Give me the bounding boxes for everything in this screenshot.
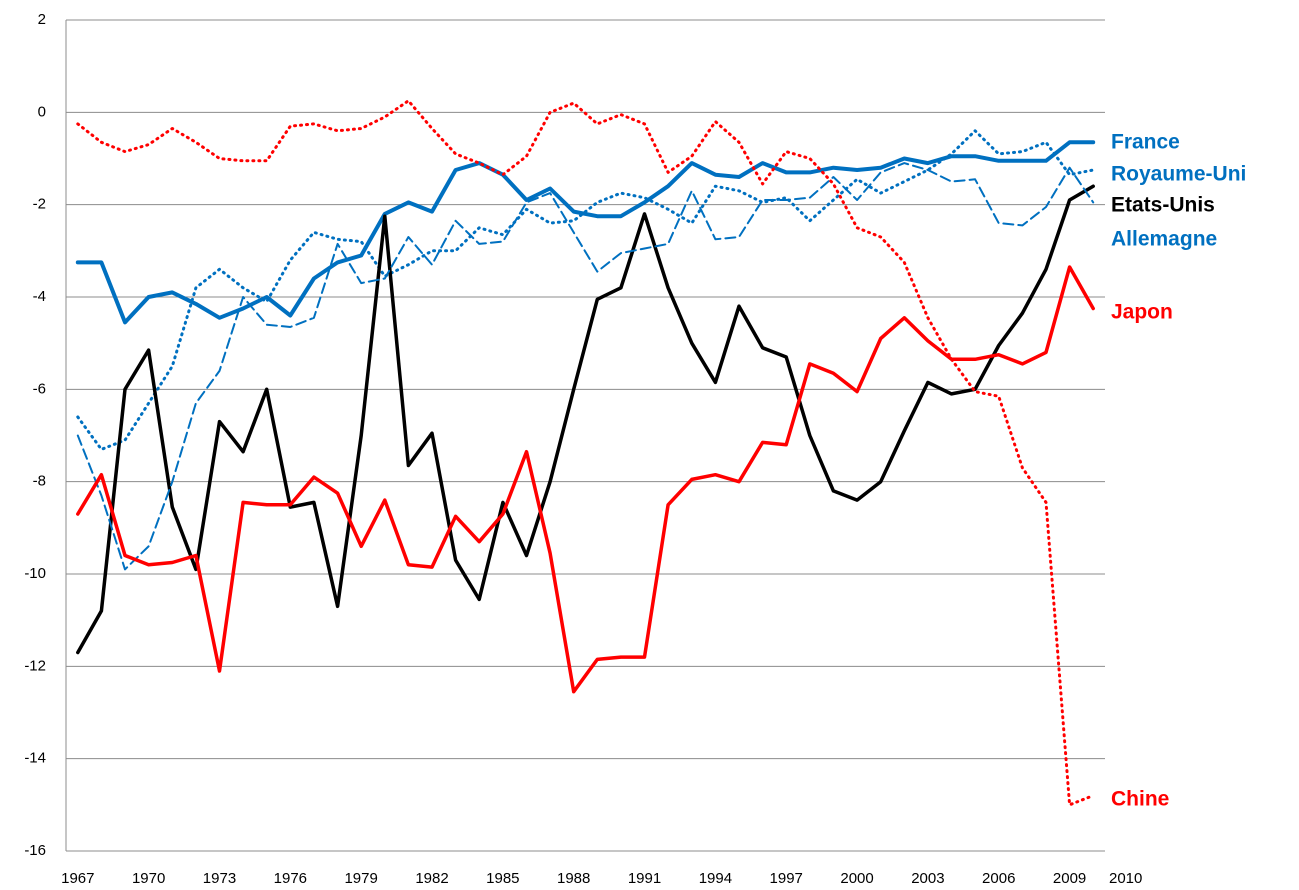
x-tick-label: 1991 [628,870,661,887]
x-tick-label: 1988 [557,870,590,887]
series-line [76,265,1095,694]
series-label: Allemagne [1111,228,1217,251]
x-tick-label: 1967 [61,870,94,887]
x-tick-label: 1973 [203,870,236,887]
x-tick-label: 2003 [911,870,944,887]
series-label: Chine [1111,788,1169,811]
y-tick-label: -14 [24,750,46,767]
series-label: Royaume-Uni [1111,163,1246,186]
series-line [76,129,1095,451]
y-tick-label: -12 [24,657,46,674]
series-line [76,99,1095,807]
x-tick-label: 1976 [274,870,307,887]
series-line [75,140,1096,325]
series-line [76,184,1095,655]
y-tick-label: 0 [38,103,46,120]
y-tick-label: -10 [24,565,46,582]
x-tick-label: 2010 [1109,870,1142,887]
x-tick-label: 2009 [1053,870,1086,887]
x-tick-label: 1994 [699,870,732,887]
x-tick-label: 1985 [486,870,519,887]
series-line [76,162,1095,571]
y-tick-label: -16 [24,842,46,859]
x-tick-label: 2000 [840,870,873,887]
y-tick-label: -8 [33,473,46,490]
series-label: Japon [1111,301,1173,324]
x-tick-label: 1979 [344,870,377,887]
y-tick-label: -6 [33,380,46,397]
x-tick-label: 2006 [982,870,1015,887]
x-tick-label: 1997 [770,870,803,887]
y-tick-label: -4 [33,288,46,305]
y-tick-label: 2 [38,11,46,28]
y-tick-label: -2 [33,196,46,213]
series-label: France [1111,131,1180,154]
series-label: Etats-Unis [1111,194,1215,217]
x-tick-label: 1982 [415,870,448,887]
x-tick-label: 1970 [132,870,165,887]
